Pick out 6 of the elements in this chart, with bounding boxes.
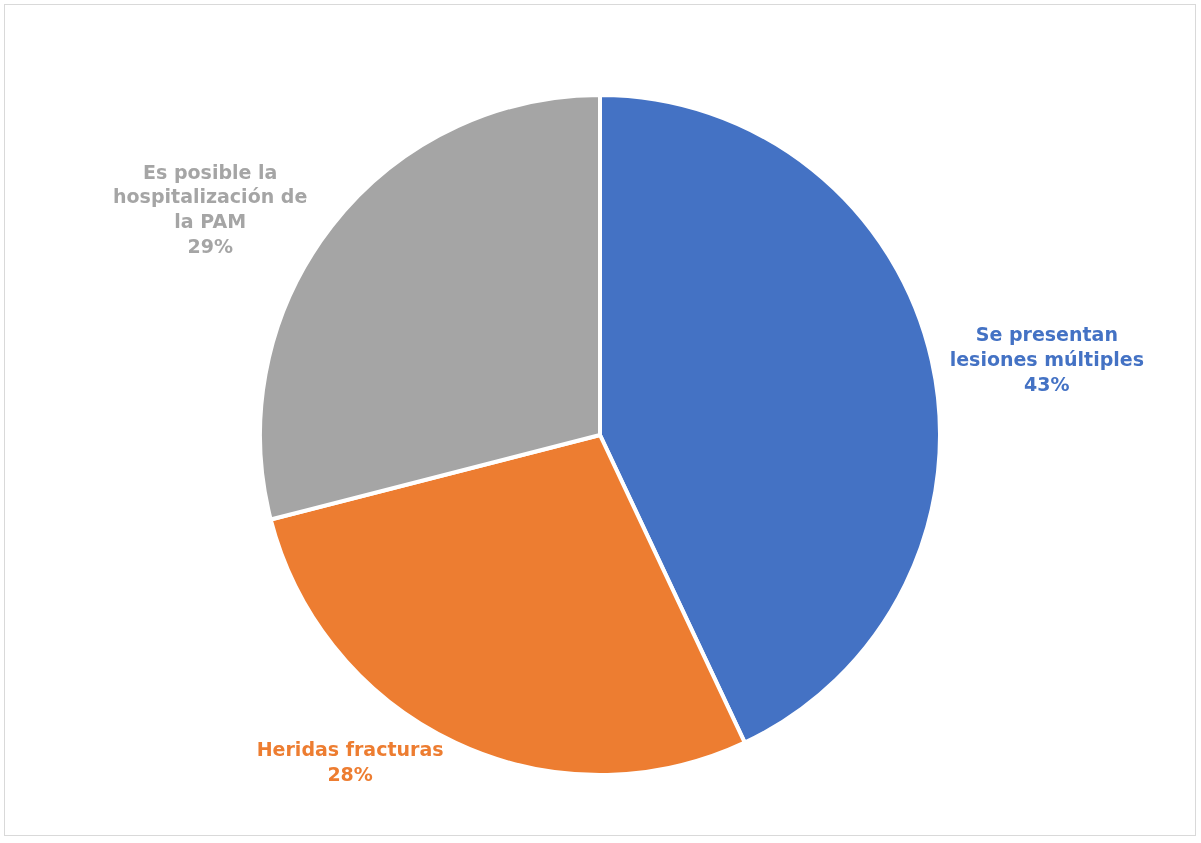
- data-label: 28%: [327, 763, 373, 786]
- data-label: 29%: [187, 234, 233, 257]
- slice-label: Es posible la hospitalización de la PAM: [113, 160, 308, 232]
- slice-label: Heridas fracturas: [256, 738, 444, 761]
- data-label: 43%: [1024, 372, 1070, 395]
- slice-label: Se presentan lesiones múltiples: [949, 323, 1145, 371]
